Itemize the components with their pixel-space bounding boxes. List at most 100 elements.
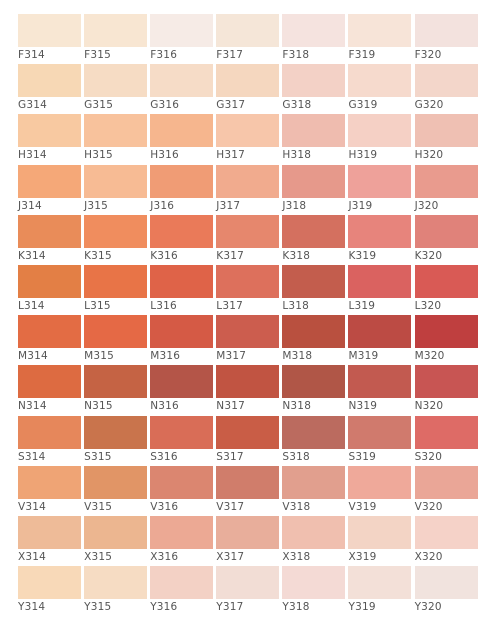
color-swatch-item[interactable]: N320 xyxy=(414,365,481,415)
color-swatch[interactable] xyxy=(18,515,81,549)
color-swatch[interactable] xyxy=(150,214,214,248)
color-swatch[interactable] xyxy=(216,14,280,47)
color-swatch[interactable] xyxy=(84,214,148,248)
color-swatch-item[interactable]: X317 xyxy=(216,515,282,566)
color-swatch-item[interactable]: X318 xyxy=(282,515,348,566)
color-swatch-item[interactable]: G320 xyxy=(414,64,481,114)
color-swatch[interactable] xyxy=(348,264,412,298)
color-swatch[interactable] xyxy=(282,14,346,47)
color-swatch[interactable] xyxy=(348,315,412,349)
color-swatch-item[interactable]: Y314 xyxy=(18,566,84,616)
color-swatch-item[interactable]: J315 xyxy=(84,164,150,215)
color-swatch[interactable] xyxy=(282,114,346,148)
color-swatch-item[interactable]: J317 xyxy=(216,164,282,215)
color-swatch[interactable] xyxy=(18,465,81,499)
color-swatch-item[interactable]: L320 xyxy=(414,264,481,315)
color-swatch-item[interactable]: K314 xyxy=(18,214,84,265)
color-swatch[interactable] xyxy=(18,365,81,399)
color-swatch-item[interactable]: J319 xyxy=(348,164,414,215)
color-swatch-item[interactable]: Y315 xyxy=(84,566,150,616)
color-swatch[interactable] xyxy=(18,114,81,148)
color-swatch-item[interactable]: J318 xyxy=(282,164,348,215)
color-swatch-item[interactable]: H319 xyxy=(348,114,414,164)
color-swatch[interactable] xyxy=(18,164,81,198)
color-swatch[interactable] xyxy=(414,114,478,148)
color-swatch[interactable] xyxy=(216,415,280,449)
color-swatch-item[interactable]: N316 xyxy=(150,365,216,415)
color-swatch-item[interactable]: H316 xyxy=(150,114,216,164)
color-swatch-item[interactable]: K319 xyxy=(348,214,414,265)
color-swatch-item[interactable]: J320 xyxy=(414,164,481,215)
color-swatch[interactable] xyxy=(282,415,346,449)
color-swatch[interactable] xyxy=(18,264,81,298)
color-swatch-item[interactable]: S317 xyxy=(216,415,282,466)
color-swatch-item[interactable]: X319 xyxy=(348,515,414,566)
color-swatch[interactable] xyxy=(348,515,412,549)
color-swatch[interactable] xyxy=(282,315,346,349)
color-swatch[interactable] xyxy=(282,566,346,600)
color-swatch-item[interactable]: J314 xyxy=(18,164,84,215)
color-swatch-item[interactable]: F319 xyxy=(348,14,414,64)
color-swatch-item[interactable]: G315 xyxy=(84,64,150,114)
color-swatch[interactable] xyxy=(414,164,478,198)
color-swatch-item[interactable]: V315 xyxy=(84,465,150,516)
color-swatch[interactable] xyxy=(84,264,148,298)
color-swatch-item[interactable]: F314 xyxy=(18,14,84,64)
color-swatch[interactable] xyxy=(282,365,346,399)
color-swatch-item[interactable]: Y317 xyxy=(216,566,282,616)
color-swatch[interactable] xyxy=(282,515,346,549)
color-swatch-item[interactable]: V314 xyxy=(18,465,84,516)
color-swatch-item[interactable]: L315 xyxy=(84,264,150,315)
color-swatch[interactable] xyxy=(414,465,478,499)
color-swatch-item[interactable]: F318 xyxy=(282,14,348,64)
color-swatch-item[interactable]: H314 xyxy=(18,114,84,164)
color-swatch[interactable] xyxy=(216,164,280,198)
color-swatch-item[interactable]: S318 xyxy=(282,415,348,466)
color-swatch-item[interactable]: S314 xyxy=(18,415,84,466)
color-swatch-item[interactable]: M320 xyxy=(414,315,481,365)
color-swatch-item[interactable]: N317 xyxy=(216,365,282,415)
color-swatch-item[interactable]: V318 xyxy=(282,465,348,516)
color-swatch[interactable] xyxy=(216,315,280,349)
color-swatch-item[interactable]: J316 xyxy=(150,164,216,215)
color-swatch-item[interactable]: G317 xyxy=(216,64,282,114)
color-swatch-item[interactable]: M316 xyxy=(150,315,216,365)
color-swatch[interactable] xyxy=(150,164,214,198)
color-swatch-item[interactable]: M315 xyxy=(84,315,150,365)
color-swatch-item[interactable]: X315 xyxy=(84,515,150,566)
color-swatch[interactable] xyxy=(348,114,412,148)
color-swatch-item[interactable]: G314 xyxy=(18,64,84,114)
color-swatch-item[interactable]: V316 xyxy=(150,465,216,516)
color-swatch[interactable] xyxy=(282,64,346,98)
color-swatch-item[interactable]: K318 xyxy=(282,214,348,265)
color-swatch[interactable] xyxy=(348,365,412,399)
color-swatch[interactable] xyxy=(216,566,280,600)
color-swatch-item[interactable]: G316 xyxy=(150,64,216,114)
color-swatch-item[interactable]: X316 xyxy=(150,515,216,566)
color-swatch[interactable] xyxy=(150,14,214,47)
color-swatch-item[interactable]: H318 xyxy=(282,114,348,164)
color-swatch[interactable] xyxy=(348,164,412,198)
color-swatch-item[interactable]: M318 xyxy=(282,315,348,365)
color-swatch-item[interactable]: K317 xyxy=(216,214,282,265)
color-swatch-item[interactable]: H315 xyxy=(84,114,150,164)
color-swatch[interactable] xyxy=(348,64,412,98)
color-swatch-item[interactable]: Y320 xyxy=(414,566,481,616)
color-swatch[interactable] xyxy=(150,114,214,148)
color-swatch-item[interactable]: F316 xyxy=(150,14,216,64)
color-swatch[interactable] xyxy=(282,214,346,248)
color-swatch[interactable] xyxy=(414,566,478,600)
color-swatch[interactable] xyxy=(18,14,81,47)
color-swatch-item[interactable]: L314 xyxy=(18,264,84,315)
color-swatch-item[interactable]: K320 xyxy=(414,214,481,265)
color-swatch[interactable] xyxy=(414,64,478,98)
color-swatch-item[interactable]: Y319 xyxy=(348,566,414,616)
color-swatch-item[interactable]: H320 xyxy=(414,114,481,164)
color-swatch-item[interactable]: X314 xyxy=(18,515,84,566)
color-swatch-item[interactable]: S319 xyxy=(348,415,414,466)
color-swatch-item[interactable]: V317 xyxy=(216,465,282,516)
color-swatch-item[interactable]: V319 xyxy=(348,465,414,516)
color-swatch[interactable] xyxy=(150,415,214,449)
color-swatch-item[interactable]: H317 xyxy=(216,114,282,164)
color-swatch-item[interactable]: N314 xyxy=(18,365,84,415)
